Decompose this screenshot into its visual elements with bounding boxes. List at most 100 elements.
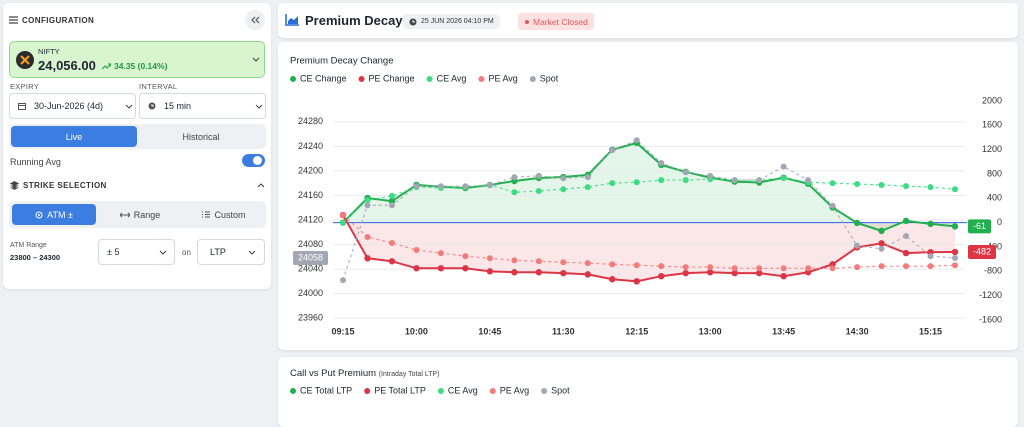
point [560, 175, 567, 182]
instrument-card[interactable]: NIFTY 24,056.00 34.35 (0.14%) [9, 41, 265, 78]
point [437, 250, 444, 257]
point [413, 183, 420, 190]
running-avg-label: Running Avg [10, 157, 61, 167]
point [878, 181, 885, 188]
point [340, 219, 346, 226]
point [682, 169, 689, 176]
point [682, 264, 689, 271]
labels: 23960 24000 24040 24080 24120 24160 24200 24240… [290, 73, 1002, 395]
area [343, 142, 955, 231]
y-tick-label: 24040 [298, 263, 323, 273]
point [829, 265, 836, 272]
legend-marker [437, 388, 444, 394]
point [388, 202, 395, 209]
running-avg-switch[interactable] [242, 154, 265, 167]
point [609, 261, 616, 268]
point [609, 276, 616, 283]
point [951, 223, 959, 230]
points [339, 137, 959, 285]
instrument-change: 34.35 (0.14%) [114, 61, 168, 71]
grid [333, 121, 967, 319]
legend-marker [489, 388, 496, 394]
point [486, 182, 493, 189]
y-tick-label: 24080 [298, 239, 323, 249]
y-tick-label: 24120 [298, 214, 323, 224]
collapse-button[interactable] [245, 10, 265, 30]
expiry-select[interactable]: 30-Jun-2026 (4d) [9, 93, 136, 119]
point [878, 227, 885, 235]
legend-label: Spot [540, 73, 559, 83]
point [707, 269, 714, 276]
badge-label: -482 [973, 246, 991, 256]
chevron-up[interactable] [257, 182, 265, 188]
panel2-subtitle: (Intraday Total LTP) [378, 371, 440, 378]
point [853, 219, 861, 227]
legend-marker [478, 76, 485, 82]
legend-label: PE Total LTP [374, 385, 426, 395]
interval-value: 15 min [164, 101, 192, 111]
legend-marker [541, 388, 548, 394]
series-line [342, 139, 956, 281]
basis-select[interactable]: LTP [197, 239, 265, 265]
tab-custom[interactable]: Custom [182, 204, 266, 225]
interval-select[interactable]: 15 min [139, 93, 266, 119]
point [388, 197, 396, 205]
legend-label: CE Total LTP [300, 385, 352, 395]
point [584, 260, 591, 267]
mode-live[interactable]: Live [11, 126, 137, 147]
mode-historical[interactable]: Historical [182, 131, 220, 142]
point [633, 278, 640, 285]
area [343, 215, 955, 282]
badge-bg [968, 244, 997, 259]
point [805, 177, 812, 184]
sidebar: CONFIGURATION NIFTY 24,056.00 34.35 (0.1… [3, 3, 271, 289]
interval-label: INTERVAL [139, 82, 178, 91]
point [755, 269, 763, 277]
point [340, 212, 346, 219]
point [633, 179, 640, 186]
point [658, 263, 665, 270]
tab-range[interactable]: Range [98, 204, 182, 225]
chart-title: Premium Decay Change [290, 56, 394, 67]
chart-icon [285, 14, 299, 26]
point [486, 255, 493, 262]
point [535, 269, 543, 276]
point [780, 265, 787, 272]
point [952, 262, 958, 269]
status-badge: Market Closed [518, 13, 594, 30]
legend-marker [529, 76, 536, 82]
point [388, 240, 395, 247]
y2-tick-label: 1600 [982, 120, 1002, 130]
value-badge: -61 [968, 219, 992, 234]
panel2-heading: Call vs Put Premium (Intraday Total LTP) [290, 368, 440, 379]
y2-tick-label: -1200 [979, 290, 1002, 300]
y2-tick-label: 800 [987, 168, 1002, 178]
instrument-name: NIFTY [38, 47, 60, 56]
point [413, 247, 420, 254]
value-badge: -482 [968, 244, 997, 259]
point [731, 269, 738, 277]
point [364, 255, 371, 262]
point [560, 269, 567, 277]
x-tick-label: 10:00 [405, 326, 428, 336]
tab-atm[interactable]: ATM ± [12, 204, 96, 225]
point [658, 159, 665, 166]
point [952, 255, 958, 262]
count-select[interactable]: ± 5 [98, 239, 175, 265]
series-line [342, 177, 956, 224]
instrument-icon [16, 51, 34, 69]
point [413, 265, 420, 272]
legend-label: PE Avg [500, 385, 529, 395]
x-tick-label: 11:30 [552, 326, 575, 336]
x-tick-label: 15:15 [919, 326, 942, 336]
point [388, 258, 396, 265]
legend-marker [426, 76, 433, 82]
point [486, 268, 494, 275]
point [584, 174, 591, 181]
legend-marker [290, 388, 296, 394]
point [927, 263, 934, 270]
point [927, 253, 934, 260]
x-tick-label: 14:30 [846, 326, 869, 336]
timestamp-badge: 25 JUN 2026 04:10 PM [403, 14, 500, 29]
point [535, 188, 542, 195]
